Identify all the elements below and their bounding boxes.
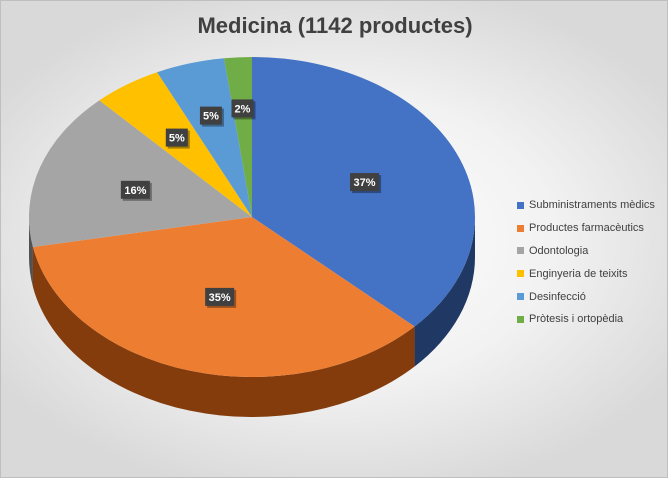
svg-text:37%: 37% <box>354 177 376 189</box>
legend-label: Subministraments mèdics <box>529 199 655 212</box>
legend-swatch <box>517 224 524 232</box>
legend-item-subministraments-medics: Subministraments mèdics <box>517 194 667 217</box>
data-label-protesis-i-ortopedia: 2% <box>231 99 256 120</box>
legend-item-enginyeria-de-teixits: Enginyeria de teixits <box>517 262 667 285</box>
legend-swatch <box>517 293 524 301</box>
data-label-subministraments-medics: 37% <box>350 173 382 194</box>
legend-label: Desinfecció <box>529 290 586 303</box>
svg-text:35%: 35% <box>209 292 231 304</box>
legend-item-odontologia: Odontologia <box>517 240 667 263</box>
svg-text:5%: 5% <box>169 133 185 145</box>
legend-item-desinfeccio: Desinfecció <box>517 285 667 308</box>
data-label-enginyeria-de-teixits: 5% <box>165 128 190 149</box>
legend-label: Productes farmacèutics <box>529 222 644 235</box>
pie-slice-protesis-i-ortopedia <box>224 57 252 217</box>
svg-text:16%: 16% <box>124 185 146 197</box>
legend-swatch <box>517 201 524 209</box>
pie-side-odontologia <box>29 217 33 287</box>
legend-swatch <box>517 270 524 278</box>
pie-slice-subministraments-medics <box>252 57 475 327</box>
data-label-productes-farmaceutics: 35% <box>205 287 237 308</box>
data-label-odontologia: 16% <box>120 180 152 201</box>
legend-item-protesis-i-ortopedia: Pròtesis i ortopèdia <box>517 308 667 331</box>
legend: Subministraments mèdics Productes farmacè… <box>517 194 667 331</box>
chart-title: Medicina (1142 productes) <box>197 13 473 38</box>
pie-side-subministraments-medics <box>414 217 475 367</box>
svg-text:2%: 2% <box>235 103 251 115</box>
svg-text:5%: 5% <box>203 111 219 123</box>
data-label-desinfeccio: 5% <box>199 106 224 127</box>
pie-side-productes-farmaceutics <box>32 246 415 418</box>
pie-slice-desinfeccio <box>157 58 252 218</box>
legend-label: Pròtesis i ortopèdia <box>529 313 624 326</box>
pie-slice-odontologia <box>29 100 253 247</box>
legend-swatch <box>517 247 524 255</box>
legend-swatch <box>517 315 524 323</box>
legend-label: Odontologia <box>529 244 589 257</box>
legend-item-productes-farmaceutics: Productes farmacèutics <box>517 217 667 240</box>
legend-label: Enginyeria de teixits <box>529 267 628 280</box>
